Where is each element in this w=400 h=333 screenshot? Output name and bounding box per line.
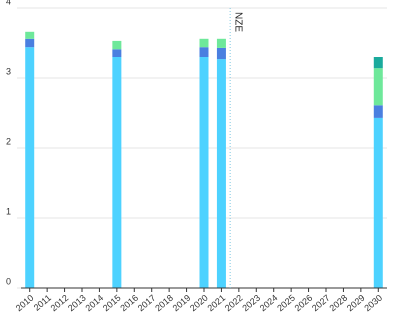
x-tick-label: 2027 <box>310 293 332 314</box>
x-tick-label: 2029 <box>345 293 367 314</box>
x-tick-label: 2013 <box>66 293 88 314</box>
x-tick-label: 2011 <box>32 293 53 313</box>
x-tick-label: 2015 <box>101 293 123 314</box>
x-tick-label: 2019 <box>171 293 193 314</box>
x-tick-label: 2021 <box>205 293 227 314</box>
bar-segment <box>373 117 383 289</box>
bar-segment <box>216 38 226 48</box>
bar-segment <box>373 68 383 106</box>
bar-segment <box>199 38 209 48</box>
y-tick-label: 4 <box>6 0 11 6</box>
x-tick-label: 2023 <box>240 293 262 314</box>
x-tick-label: 2020 <box>188 293 210 314</box>
x-tick-label: 2016 <box>118 293 140 314</box>
x-tick-label: 2012 <box>49 293 71 314</box>
x-tick-label: 2028 <box>327 293 349 314</box>
x-tick-label: 2017 <box>136 293 158 314</box>
x-tick-label: 2018 <box>153 293 175 314</box>
x-tick-label: 2026 <box>293 293 315 314</box>
bar-segment <box>112 40 122 50</box>
bar-segment <box>216 59 226 288</box>
bar-segment <box>25 38 35 48</box>
x-tick-label: 2022 <box>223 293 245 314</box>
bar-segment <box>112 57 122 288</box>
x-tick-label: 2024 <box>258 293 280 314</box>
y-tick-label: 2 <box>6 136 11 146</box>
bar-segment <box>373 57 383 69</box>
x-tick-label: 2010 <box>14 293 36 314</box>
bar-segment <box>25 31 35 39</box>
bar-segment <box>112 49 122 57</box>
bar-segment <box>216 47 226 60</box>
annotation-label: NZE <box>233 12 244 32</box>
y-tick-label: 1 <box>6 206 11 216</box>
bar-segment <box>199 47 209 57</box>
bar-segment <box>199 57 209 288</box>
bar-segment <box>373 105 383 118</box>
y-tick-label: 0 <box>6 276 11 286</box>
x-tick-label: 2014 <box>83 293 105 314</box>
x-tick-label: 2030 <box>362 293 384 314</box>
bar-segment <box>25 47 35 289</box>
x-tick-label: 2025 <box>275 293 297 314</box>
y-tick-label: 3 <box>6 66 11 76</box>
